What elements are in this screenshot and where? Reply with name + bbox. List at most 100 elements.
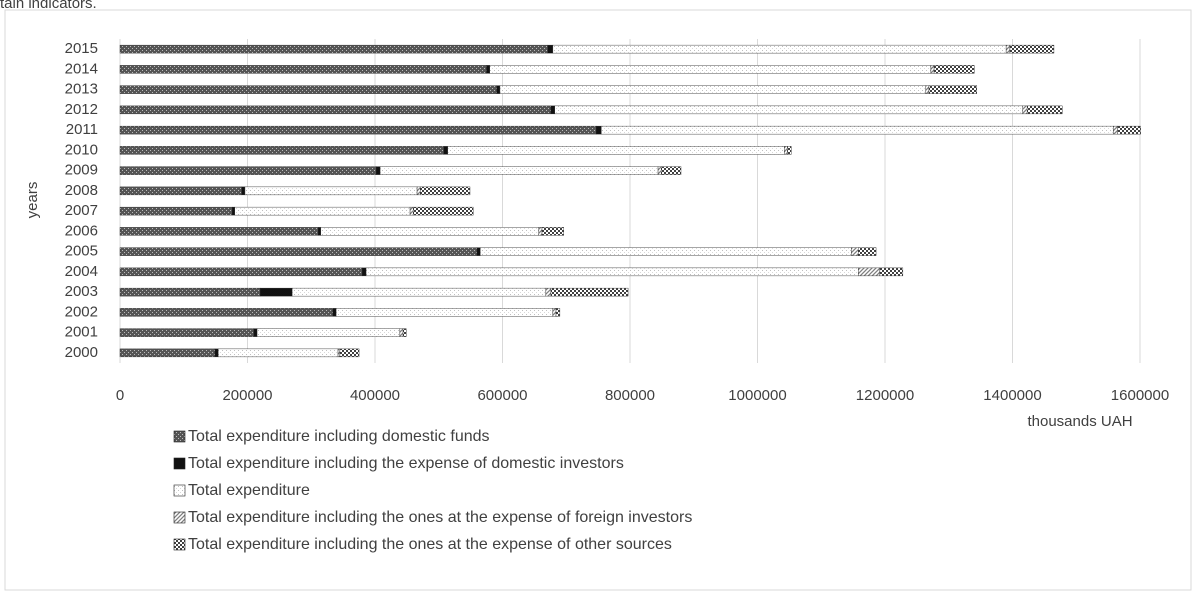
x-tick-label: 1200000 [856,387,914,404]
bar-segment [538,227,543,236]
bar-segment [339,348,360,358]
bar-segment [402,328,407,337]
bar-segment [256,328,401,337]
y-tick-label: 2005 [65,243,98,260]
x-tick-label: 0 [116,387,124,404]
legend-label: Total expenditure [188,482,310,499]
x-tick-label: 600000 [477,387,527,404]
bar-segment [337,348,341,358]
y-tick-label: 2013 [65,81,98,98]
bar-segment [399,328,404,337]
bar-segment [858,267,881,277]
y-tick-label: 2009 [65,162,98,179]
bar-segment [879,267,904,277]
bar-segment [476,247,481,256]
y-tick-label: 2006 [65,222,98,239]
bar-segment [552,308,557,317]
y-tick-label: 2015 [65,40,98,57]
bar-segment [1009,44,1055,54]
x-tick-label: 400000 [350,387,400,404]
bar-segment [550,105,555,115]
bar-segment [420,186,471,196]
bar-segment [1022,105,1028,115]
bar-segment [851,247,859,256]
caption: tain indicators. [0,0,97,12]
x-tick-label: 1600000 [1111,387,1169,404]
y-tick-label: 2002 [65,303,98,320]
bar-segment [119,267,363,277]
bar-segment [550,287,629,297]
x-tick-label: 1400000 [983,387,1041,404]
bar-segment [260,287,293,297]
bar-segment [447,146,785,155]
bar-segment [231,206,235,216]
bar-segment [119,65,487,74]
bar-segment [119,166,377,175]
bar-segment [1026,105,1063,115]
x-axis-label: thousands UAH [1027,413,1132,430]
bar-segment [376,166,381,175]
bar-segment [787,146,792,155]
bar-segment [1005,44,1011,54]
bar-segment [933,65,975,74]
legend-swatch [173,538,186,551]
bar-segment [499,85,927,94]
bar-segment [234,206,411,216]
bar-segment [119,186,242,196]
bar-segment [291,287,547,297]
legend-label: Total expenditure including the ones at … [188,509,692,526]
bar-segment [362,267,367,277]
bar-segment [601,125,1114,135]
legend-label: Total expenditure including the expense … [188,455,624,472]
bar-segment [119,85,497,94]
bar-segment [119,308,334,317]
y-tick-label: 2004 [65,263,98,280]
bar-segment [409,206,414,216]
bar-segment [119,105,552,115]
bar-segment [119,146,445,155]
bar-segment [119,348,216,358]
bar-segment [552,44,1007,54]
bar-segment [335,308,554,317]
y-tick-label: 2012 [65,101,98,118]
bar-segment [365,267,859,277]
y-tick-label: 2003 [65,283,98,300]
bar-segment [596,125,602,135]
y-tick-label: 2008 [65,182,98,199]
legend-label: Total expenditure including the ones at … [188,536,672,553]
bar-segment [119,287,261,297]
bar-segment [443,146,448,155]
bar-segment [253,328,258,337]
bar-segment [486,65,490,74]
bar-segment [925,85,930,94]
bar-segment [1117,125,1141,135]
legend-swatch [173,511,186,524]
y-axis-label: years [24,182,41,219]
bar-segment [119,125,597,135]
bar-segment [119,206,233,216]
bar-segment [661,166,682,175]
bar-segment [555,308,561,317]
y-tick-label: 2001 [65,324,98,341]
y-tick-label: 2011 [66,121,98,138]
bar-segment [489,65,932,74]
x-tick-label: 200000 [222,387,272,404]
bar-segment [119,44,548,54]
bar-segment [119,328,255,337]
bar-segment [858,247,877,256]
chart-border [4,9,1192,591]
bar-segment [541,227,564,236]
bar-segment [119,227,319,236]
legend-swatch [173,430,186,443]
bar-segment [217,348,339,358]
x-tick-label: 800000 [605,387,655,404]
bar-segment [1113,125,1118,135]
bar-segment [413,206,474,216]
legend-label: Total expenditure including domestic fun… [188,428,490,445]
bar-segment [119,247,478,256]
bar-segment [416,186,421,196]
legend: Total expenditure including domestic fun… [173,428,692,553]
y-tick-label: 2010 [65,141,98,158]
bar-segment [930,65,935,74]
